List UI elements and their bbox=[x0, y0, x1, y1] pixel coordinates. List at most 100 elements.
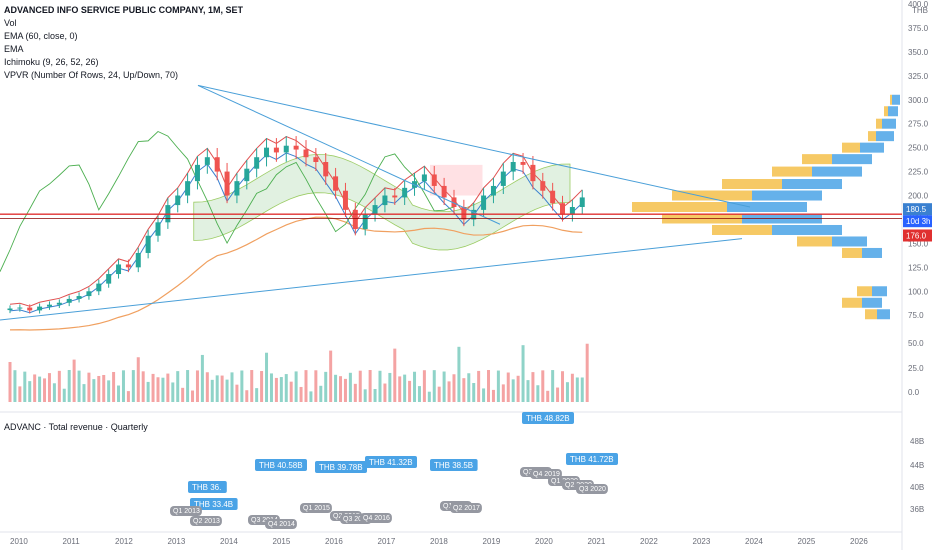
volume-bar bbox=[181, 387, 185, 402]
axes: 400.0 375.0 350.0 325.0 300.0 275.0 250.0 225.0… bbox=[10, 0, 932, 546]
volume-bar bbox=[245, 390, 249, 402]
legend-vpvr[interactable]: VPVR (Number Of Rows, 24, Up/Down, 70) bbox=[4, 70, 179, 80]
volume-bar bbox=[427, 391, 431, 402]
vp-row-down bbox=[632, 202, 727, 213]
vp-row-up bbox=[882, 118, 896, 129]
revenue-tag-bg bbox=[190, 498, 238, 510]
volume-bar bbox=[230, 372, 234, 402]
volume-bar bbox=[477, 370, 481, 402]
volume-bar bbox=[343, 378, 347, 402]
vp-row-down bbox=[857, 286, 872, 297]
candle-body bbox=[116, 264, 122, 275]
price-tick-label: 225.0 bbox=[908, 168, 929, 177]
revenue-tick-label: 36B bbox=[910, 505, 924, 514]
revenue-tag-bg bbox=[255, 459, 307, 471]
volume-bar bbox=[329, 350, 333, 402]
revenue-tag-bg bbox=[315, 461, 367, 473]
volume-bar bbox=[265, 352, 269, 402]
candle-body bbox=[382, 195, 388, 206]
quarter-badge: Q2 2013 bbox=[193, 518, 220, 525]
candle-body bbox=[392, 195, 398, 198]
revenue-tag: THB 33.4B bbox=[194, 500, 233, 509]
legend-ema[interactable]: EMA bbox=[4, 44, 24, 54]
revenue-pane: THB 48.82B THB 41.32B THB 40.58B THB 39.78B… bbox=[170, 412, 618, 529]
candle-body bbox=[37, 306, 43, 311]
volume-bar bbox=[195, 370, 199, 402]
volume-bar bbox=[43, 378, 47, 402]
last-price-label-bg bbox=[903, 203, 932, 216]
candle-body bbox=[431, 174, 437, 186]
price-tick-label: 400.0 bbox=[908, 0, 929, 9]
volume-bar bbox=[373, 389, 377, 402]
revenue-legend[interactable]: ADVANC · Total revenue · Quarterly bbox=[4, 422, 148, 432]
quarter-badge: Q2 2017 bbox=[453, 505, 480, 512]
price-tick-label: 375.0 bbox=[908, 24, 929, 33]
volume-bar bbox=[511, 379, 515, 402]
volume-bar bbox=[546, 390, 550, 402]
revenue-tick-label: 44B bbox=[910, 461, 924, 470]
legend-ema-60[interactable]: EMA (60, close, 0) bbox=[4, 31, 78, 41]
volume-bar bbox=[501, 384, 505, 402]
vp-row-down bbox=[842, 142, 860, 153]
volume-bar bbox=[82, 384, 86, 402]
price-tick-label: 250.0 bbox=[908, 144, 929, 153]
year-tick-label: 2017 bbox=[378, 537, 396, 546]
trend-line-lower bbox=[0, 238, 743, 321]
volume-bar bbox=[200, 354, 204, 402]
ema-60-line bbox=[9, 216, 583, 331]
year-tick-label: 2013 bbox=[168, 537, 186, 546]
volume-bar bbox=[240, 370, 244, 402]
price-tick-label: 325.0 bbox=[908, 72, 929, 81]
candle-body bbox=[293, 145, 299, 150]
candle-body bbox=[500, 171, 506, 186]
legend-ichimoku[interactable]: Ichimoku (9, 26, 52, 26) bbox=[4, 57, 99, 67]
volume-bar bbox=[284, 374, 288, 402]
volume-bar bbox=[467, 373, 471, 402]
volume-bar bbox=[97, 375, 101, 402]
legend-vol[interactable]: Vol bbox=[4, 18, 17, 28]
year-tick-label: 2012 bbox=[115, 537, 133, 546]
trend-lines bbox=[0, 84, 902, 321]
volume-bar bbox=[136, 357, 140, 402]
vp-row-down bbox=[876, 118, 882, 129]
price-tick-label: 75.0 bbox=[908, 311, 924, 320]
revenue-tag-bg bbox=[566, 453, 618, 465]
vp-row-down bbox=[868, 131, 876, 142]
volume-bar bbox=[235, 384, 239, 402]
candle-body bbox=[579, 197, 585, 208]
vp-row-down bbox=[797, 236, 832, 247]
volume-bar bbox=[304, 370, 308, 402]
quarter-badge: Q1 2013 bbox=[173, 508, 200, 515]
vp-row-down bbox=[802, 154, 832, 165]
candle-body bbox=[46, 304, 52, 307]
kumo-red-zone bbox=[430, 164, 483, 196]
volume-bar bbox=[121, 370, 125, 402]
volume-bar bbox=[210, 379, 214, 402]
volume-bar bbox=[176, 371, 180, 402]
volume-bar bbox=[339, 376, 343, 402]
volume-bar bbox=[398, 376, 402, 402]
volume-bar bbox=[205, 372, 209, 402]
candle-body bbox=[520, 162, 526, 165]
candle-body bbox=[402, 187, 408, 198]
volume-bar bbox=[413, 371, 417, 402]
vp-row-up bbox=[888, 106, 898, 117]
volume-bar bbox=[570, 373, 574, 402]
volume-bar bbox=[255, 388, 259, 402]
candle-body bbox=[510, 162, 516, 172]
candle-body bbox=[214, 157, 220, 172]
quarter-badge-bg bbox=[450, 503, 482, 513]
candle-body bbox=[76, 296, 82, 299]
vp-row-up bbox=[832, 154, 872, 165]
volume-bar bbox=[314, 370, 318, 402]
volume-profile bbox=[632, 94, 900, 320]
year-tick-label: 2024 bbox=[745, 537, 763, 546]
volume-bar bbox=[447, 381, 451, 402]
year-tick-label: 2018 bbox=[430, 537, 448, 546]
volume-bar bbox=[274, 377, 278, 402]
vp-row-down bbox=[890, 94, 892, 105]
candle-body bbox=[135, 252, 141, 268]
volume-bar bbox=[575, 377, 579, 402]
symbol-title[interactable]: ADVANCED INFO SERVICE PUBLIC COMPANY, 1M… bbox=[4, 5, 244, 15]
